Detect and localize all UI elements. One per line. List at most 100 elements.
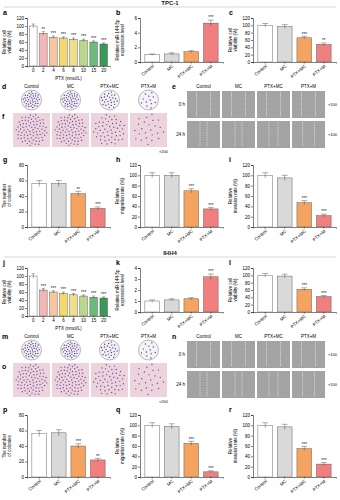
invading-cell xyxy=(28,117,29,118)
y-tick-mark xyxy=(25,268,27,269)
invading-cell xyxy=(36,374,37,375)
invading-cell xyxy=(44,130,45,131)
invading-cell xyxy=(141,128,142,129)
invading-cell xyxy=(77,117,78,118)
colony xyxy=(32,101,33,102)
invading-cell xyxy=(68,125,69,126)
magnification: ×200 xyxy=(159,399,169,404)
y-axis-line xyxy=(25,416,28,478)
colony xyxy=(71,93,72,94)
invading-cell xyxy=(46,132,47,133)
error-bar xyxy=(169,53,175,55)
invading-cell xyxy=(74,387,75,388)
y-tick-mark xyxy=(251,446,253,447)
invading-cell xyxy=(66,385,67,386)
x-tick-mark xyxy=(152,312,153,314)
invading-cell xyxy=(32,129,33,130)
x-tick-mark xyxy=(265,477,266,479)
x-tick-mark xyxy=(191,312,192,314)
colony xyxy=(108,103,109,104)
y-axis-title: The numberof colonies xyxy=(2,433,12,458)
y-tick-label: 0 xyxy=(21,64,24,69)
x-tick: Control xyxy=(254,62,268,77)
error-bar xyxy=(75,191,81,196)
x-axis-line xyxy=(141,478,224,479)
invading-cell xyxy=(109,116,110,117)
invading-cell xyxy=(25,116,26,117)
invading-cell xyxy=(111,119,112,120)
invading-cell xyxy=(36,131,37,132)
x-tick: 4 xyxy=(52,66,55,73)
significance: *** xyxy=(76,439,82,444)
y-axis-title: Relativeinvasion rate (%) xyxy=(228,429,238,463)
error-bar xyxy=(62,292,65,294)
invading-cell xyxy=(23,380,24,381)
invading-cell xyxy=(56,134,57,135)
error-bar xyxy=(208,20,214,26)
y-tick-label: 20 xyxy=(19,459,25,464)
y-tick-mark xyxy=(251,227,253,228)
error-stem xyxy=(152,54,153,55)
magnification: ×100 xyxy=(328,352,338,357)
invading-cell xyxy=(31,368,32,369)
y-tick-mark xyxy=(138,62,140,63)
image-label: PTX+M xyxy=(141,84,156,89)
error-stem xyxy=(93,296,94,298)
colony xyxy=(64,355,65,356)
image-label: MC xyxy=(67,334,75,339)
chart-panel: g020406080ControlMCPTX+MCPTX+MThe number… xyxy=(2,156,111,244)
invading-cell xyxy=(31,142,32,143)
error-stem xyxy=(210,20,211,26)
invading-cell xyxy=(33,139,34,140)
invading-cell xyxy=(25,120,26,121)
x-tick-mark xyxy=(58,227,59,229)
error-stem xyxy=(171,53,172,55)
invading-cell xyxy=(63,384,64,385)
invading-cell xyxy=(108,121,109,122)
significance: *** xyxy=(61,32,67,37)
invading-cell xyxy=(104,386,105,387)
y-tick: 0 xyxy=(21,64,27,69)
invading-cell xyxy=(100,139,101,140)
colony xyxy=(107,345,108,346)
error-stem xyxy=(171,299,172,301)
y-tick: 40 xyxy=(132,454,140,459)
y-tick: 100 xyxy=(242,273,253,278)
colony xyxy=(69,350,70,351)
invading-cell xyxy=(38,387,39,388)
error-stem xyxy=(152,173,153,178)
colony xyxy=(66,351,67,352)
invasion-image xyxy=(13,113,50,147)
colony xyxy=(146,351,147,352)
invading-cell xyxy=(104,140,105,141)
invading-cell xyxy=(102,125,103,126)
wound-image xyxy=(292,371,325,398)
invading-cell xyxy=(30,387,31,388)
colony xyxy=(104,101,105,102)
x-tick: 15 xyxy=(91,316,97,323)
image-label: PTX+MC xyxy=(100,334,119,339)
invading-cell xyxy=(33,385,34,386)
bar xyxy=(184,52,199,62)
y-axis-title: Relativemigration rate (%) xyxy=(115,428,125,464)
colony xyxy=(66,97,67,98)
invading-cell xyxy=(21,367,22,368)
invading-cell xyxy=(104,390,105,391)
x-tick-label: MC xyxy=(166,313,175,322)
error-bar xyxy=(149,54,155,55)
error-bar xyxy=(52,36,55,38)
x-tick-label: 10 xyxy=(81,68,87,73)
invading-cell xyxy=(116,135,117,136)
y-tick: 20 xyxy=(245,53,253,58)
x-tick-label: MC xyxy=(279,228,288,237)
invading-cell xyxy=(30,384,31,385)
y-tick-label: 20 xyxy=(245,53,251,58)
invading-cell xyxy=(61,370,62,371)
y-tick-mark xyxy=(138,312,140,313)
colony xyxy=(28,106,29,107)
y-tick-mark xyxy=(251,196,253,197)
y-tick: 60 xyxy=(245,194,253,199)
colony xyxy=(28,103,29,104)
significance: *** xyxy=(91,291,97,296)
colony xyxy=(69,353,70,354)
